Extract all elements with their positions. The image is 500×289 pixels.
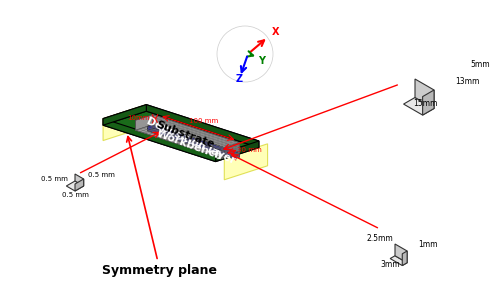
Text: 13mm: 13mm	[455, 77, 479, 86]
Text: 0.5 mm: 0.5 mm	[41, 176, 68, 182]
Polygon shape	[136, 115, 240, 148]
Text: 15mm: 15mm	[413, 99, 437, 108]
Text: 3mm: 3mm	[380, 260, 400, 269]
Text: 2.5mm: 2.5mm	[366, 234, 394, 243]
Text: Y: Y	[258, 56, 265, 66]
Polygon shape	[415, 79, 434, 108]
Polygon shape	[224, 144, 268, 180]
Polygon shape	[136, 125, 240, 158]
Polygon shape	[103, 105, 146, 141]
Polygon shape	[422, 90, 434, 115]
Polygon shape	[148, 129, 240, 159]
Polygon shape	[222, 143, 240, 158]
Text: Symmetry plane: Symmetry plane	[102, 137, 218, 277]
Polygon shape	[136, 120, 222, 158]
Polygon shape	[153, 125, 240, 157]
Polygon shape	[148, 125, 240, 154]
Text: Z: Z	[236, 74, 243, 84]
Polygon shape	[103, 105, 259, 155]
Text: Substrate: Substrate	[155, 120, 216, 150]
Polygon shape	[153, 115, 240, 153]
Text: 100 mm: 100 mm	[188, 118, 218, 124]
Text: Workbench: Workbench	[155, 128, 224, 162]
Text: Deposition layer: Deposition layer	[145, 116, 236, 165]
Text: X: X	[272, 27, 280, 37]
Text: 5mm: 5mm	[470, 60, 490, 69]
Text: 1mm: 1mm	[418, 240, 438, 249]
Text: 30 mm: 30 mm	[237, 147, 262, 153]
Polygon shape	[103, 105, 146, 125]
Polygon shape	[234, 153, 239, 159]
Polygon shape	[103, 118, 216, 162]
Polygon shape	[66, 181, 84, 191]
Polygon shape	[402, 251, 407, 266]
Polygon shape	[390, 256, 407, 266]
Text: Deposition layer: Deposition layer	[132, 46, 226, 106]
Polygon shape	[395, 244, 407, 263]
Polygon shape	[404, 97, 434, 115]
Polygon shape	[75, 179, 84, 191]
Polygon shape	[148, 125, 153, 131]
Polygon shape	[148, 126, 234, 159]
Text: 0.5 mm: 0.5 mm	[88, 172, 115, 178]
Polygon shape	[103, 111, 259, 162]
Text: 10mm: 10mm	[128, 114, 150, 121]
Polygon shape	[75, 174, 84, 186]
Text: 0.5 mm: 0.5 mm	[62, 192, 88, 198]
Polygon shape	[216, 141, 259, 162]
Circle shape	[217, 26, 273, 82]
Polygon shape	[136, 115, 153, 130]
Polygon shape	[146, 105, 259, 148]
